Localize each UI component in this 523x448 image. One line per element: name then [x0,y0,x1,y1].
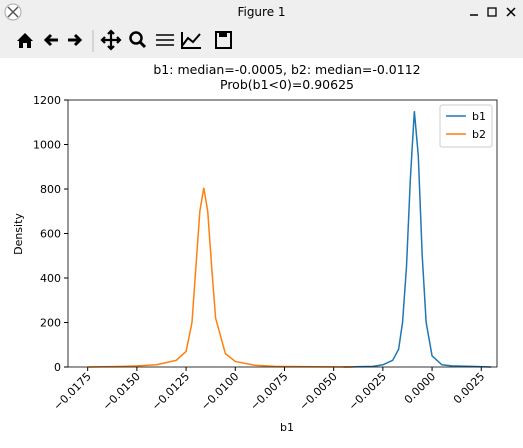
app-icon-glyph [7,6,19,18]
x-tick-label: −0.0150 [100,370,143,413]
figure: b1: median=-0.0005, b2: median=-0.0112 P… [0,58,523,448]
x-tick-label: −0.0100 [198,370,241,413]
home-button[interactable] [17,33,33,48]
y-tick-label: 200 [40,317,61,330]
x-tick-label: −0.0050 [297,370,340,413]
series-line [87,187,354,368]
series-line [343,111,492,368]
save-icon-detail [219,32,227,37]
forward-button[interactable] [68,33,83,47]
maximize-button[interactable] [487,7,497,17]
legend-label: b1 [472,110,486,123]
toolbar [0,26,523,56]
y-axis-label: Density [12,213,25,255]
y-tick-label: 600 [40,228,61,241]
x-tick-label: −0.0075 [248,370,291,413]
x-tick-label: −0.0125 [149,370,192,413]
x-tick-label: 0.0025 [451,370,487,406]
configure-button[interactable] [156,34,174,46]
x-tick-label: 0.0000 [402,370,438,406]
x-tick-label: −0.0175 [51,370,94,413]
title-bar-icons [4,3,516,21]
zoom-handle [138,40,147,49]
edit-axes-button[interactable] [181,32,201,49]
chart-title: b1: median=-0.0005, b2: median=-0.0112 [153,62,420,77]
toolbar-icons [17,29,232,52]
y-tick-label: 0 [54,361,61,374]
plot-frame [67,99,498,368]
close-button[interactable] [506,7,516,17]
pan-button[interactable] [100,29,122,51]
chart-subtitle: Prob(b1<0)=0.90625 [220,77,354,92]
y-tick-label: 1200 [33,94,61,107]
x-axis-label: b1 [280,421,294,434]
y-tick-label: 800 [40,183,61,196]
x-tick-label: −0.0025 [346,370,389,413]
y-tick-label: 400 [40,272,61,285]
zoom-button[interactable] [129,31,143,45]
y-tick-label: 1000 [33,139,61,152]
title-bar: Figure 1 [0,0,523,24]
legend-label: b2 [472,128,486,141]
back-button[interactable] [43,33,58,47]
window-title: Figure 1 [237,5,286,19]
